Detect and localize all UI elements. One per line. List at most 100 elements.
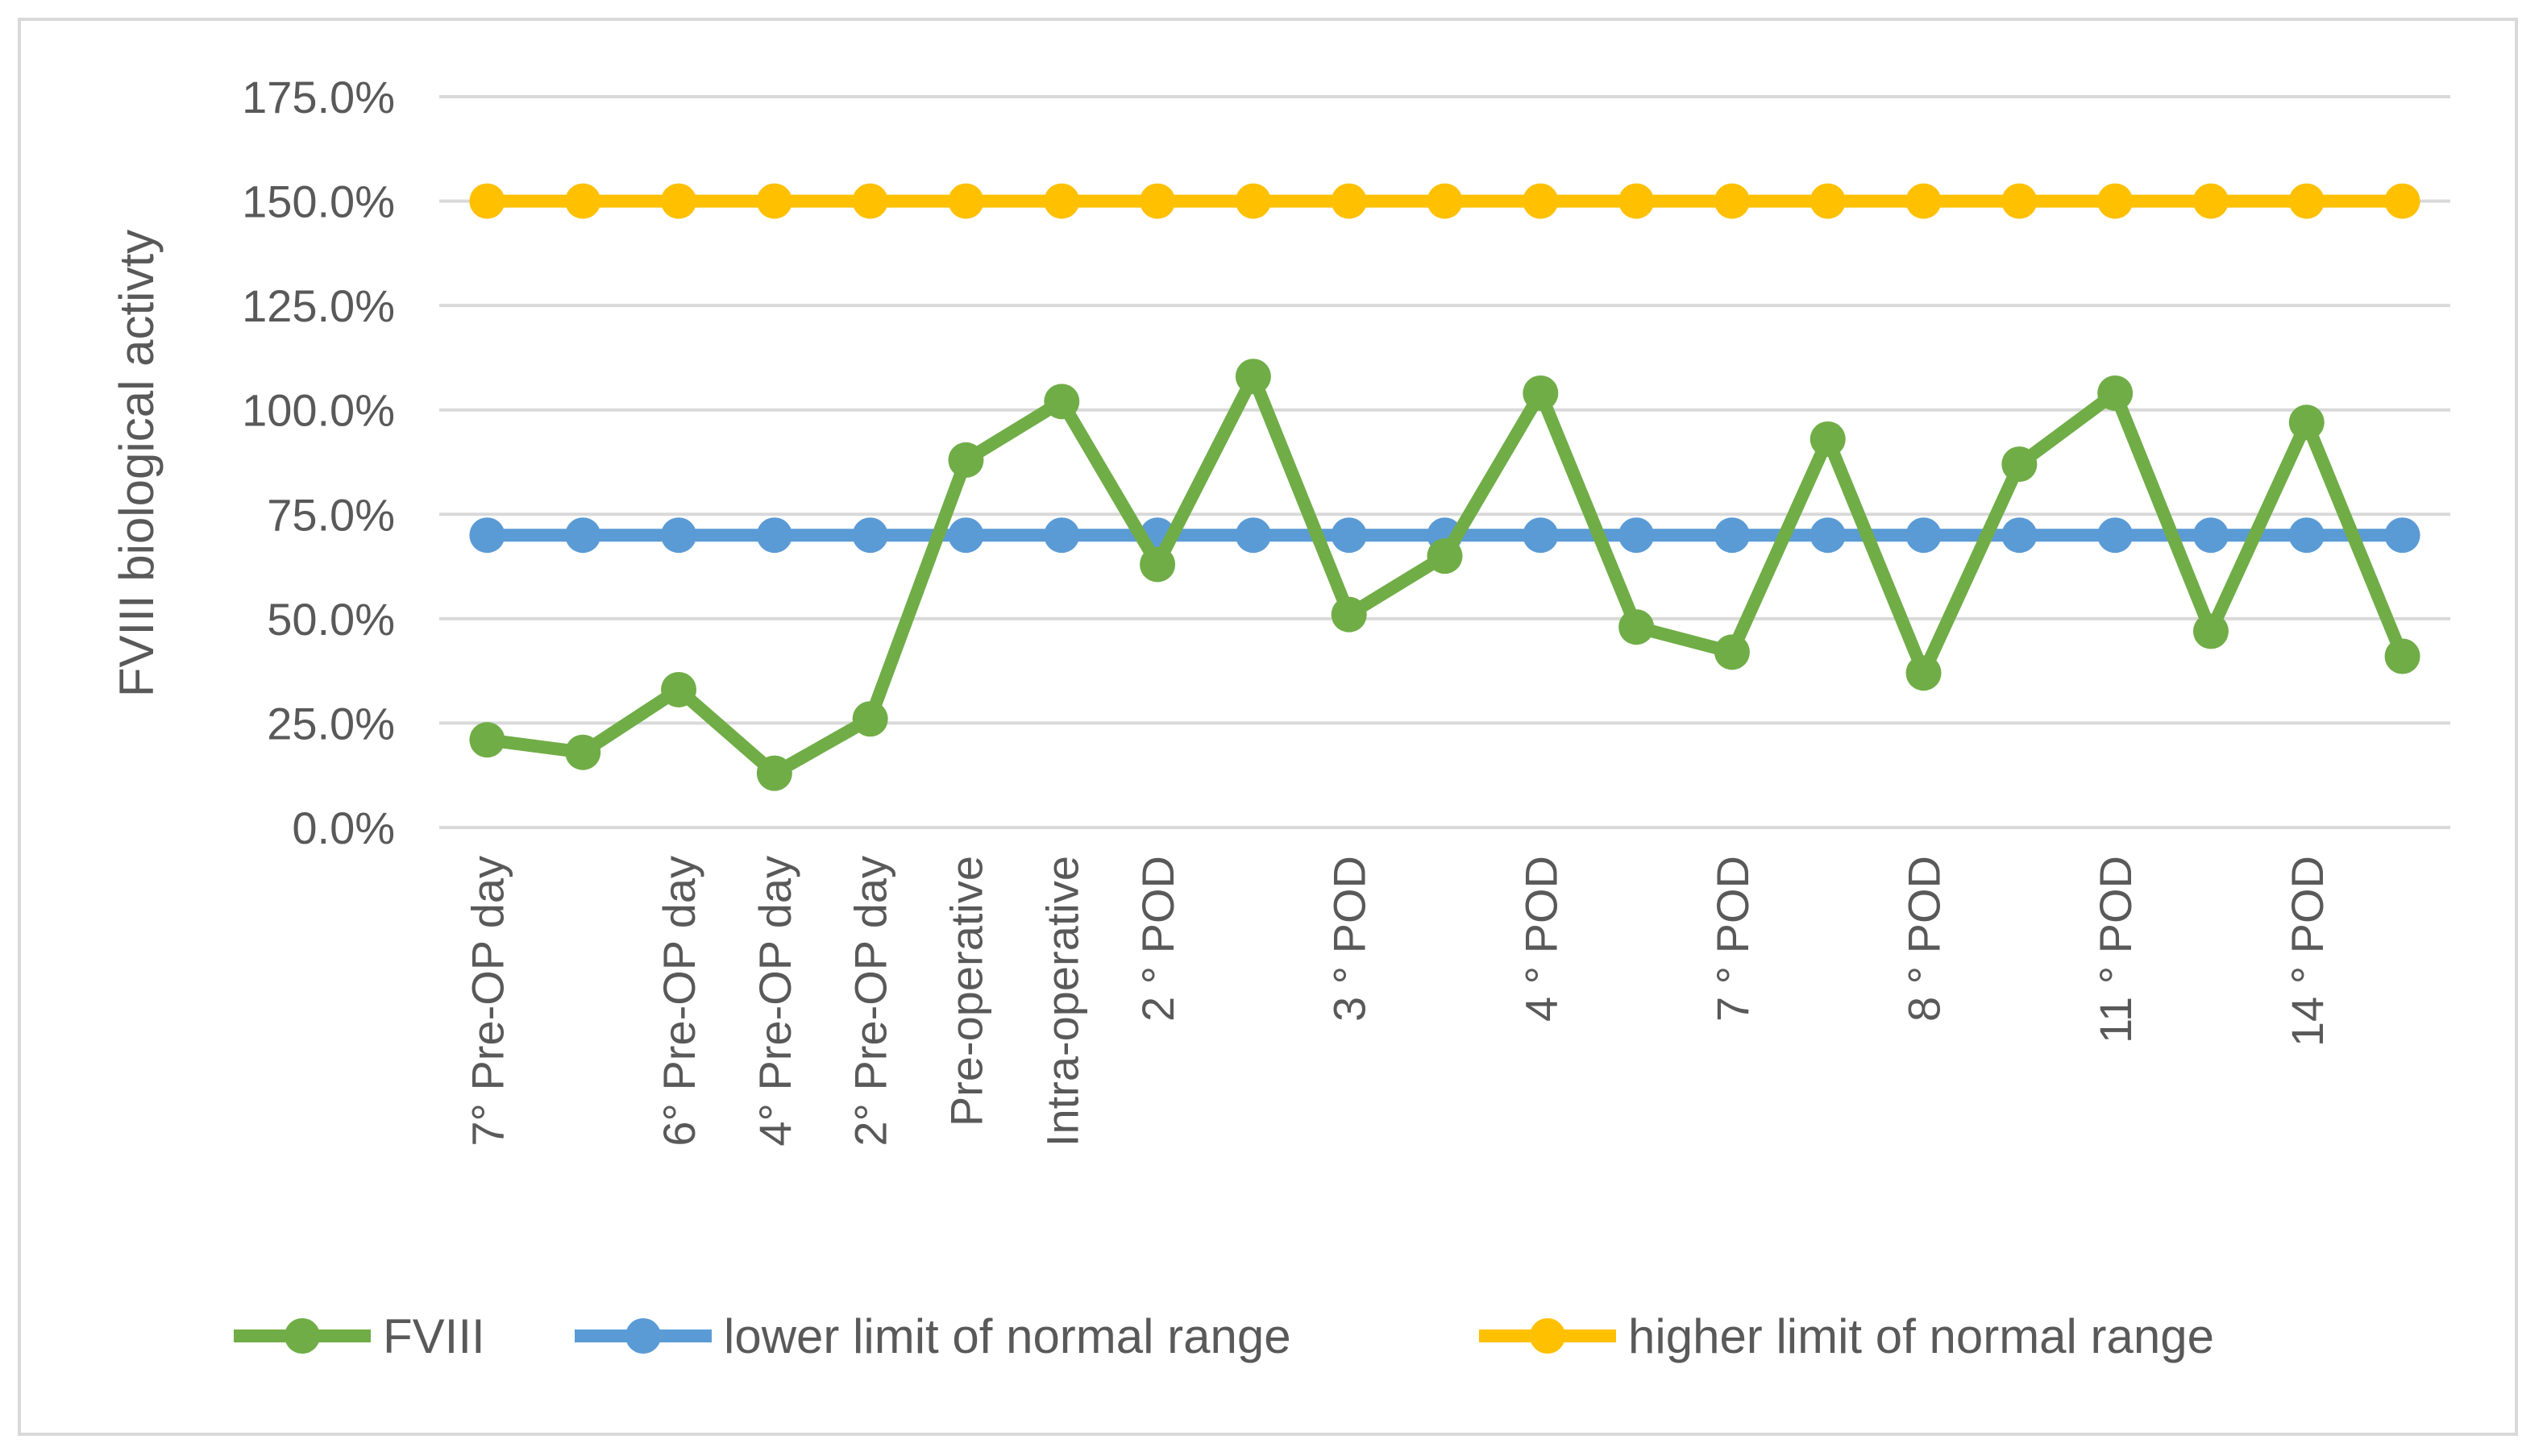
x-tick-label: 8 ° POD bbox=[1899, 856, 1950, 1022]
series-line bbox=[486, 370, 2408, 780]
x-tick-label: Pre-operative bbox=[941, 856, 991, 1126]
x-tick-label: 2° Pre-OP day bbox=[846, 856, 896, 1147]
data-point bbox=[1331, 517, 1367, 554]
legend-item-fviii: FVIII bbox=[234, 1309, 485, 1363]
data-point bbox=[2288, 517, 2325, 554]
data-point bbox=[1714, 517, 1750, 554]
legend-item-lower-limit-of-normal-range: lower limit of normal range bbox=[575, 1309, 1291, 1363]
legend-swatch-marker bbox=[625, 1318, 661, 1354]
data-point bbox=[2192, 613, 2229, 649]
data-point bbox=[661, 517, 697, 554]
data-point bbox=[852, 701, 888, 737]
y-tick-label: 100.0% bbox=[242, 385, 395, 436]
data-point bbox=[1140, 183, 1176, 219]
data-point bbox=[2097, 517, 2134, 554]
data-point bbox=[2001, 517, 2038, 554]
data-point bbox=[2384, 517, 2420, 554]
data-point bbox=[2097, 375, 2134, 411]
x-tick-label: 7° Pre-OP day bbox=[462, 856, 513, 1147]
data-point bbox=[948, 517, 984, 554]
legend-item-higher-limit-of-normal-range: higher limit of normal range bbox=[1479, 1309, 2214, 1363]
data-point bbox=[1905, 183, 1942, 219]
data-point bbox=[469, 517, 505, 554]
x-tick-label: 3 ° POD bbox=[1324, 856, 1375, 1022]
series-layer bbox=[469, 183, 2420, 791]
series-lower-limit-of-normal-range bbox=[469, 517, 2420, 554]
x-tick-label: 11 ° POD bbox=[2090, 856, 2141, 1043]
y-tick-label: 175.0% bbox=[242, 72, 395, 122]
data-point bbox=[1905, 517, 1942, 554]
y-tick-label: 150.0% bbox=[242, 176, 395, 227]
data-point bbox=[2001, 183, 2038, 219]
data-point bbox=[756, 755, 792, 791]
series-fviii bbox=[469, 359, 2420, 791]
data-point bbox=[1044, 517, 1080, 554]
data-point bbox=[2192, 183, 2229, 219]
x-tick-label: 14 ° POD bbox=[2282, 856, 2333, 1047]
x-tick-label: 4° Pre-OP day bbox=[750, 856, 800, 1147]
data-point bbox=[1809, 421, 1846, 457]
data-point bbox=[661, 671, 697, 707]
data-point bbox=[756, 517, 792, 554]
data-point bbox=[948, 183, 984, 219]
x-tick-label: 4 ° POD bbox=[1515, 856, 1566, 1022]
data-point bbox=[948, 442, 984, 478]
legend-swatch-marker bbox=[1530, 1318, 1565, 1354]
data-point bbox=[1809, 183, 1846, 219]
data-point bbox=[1714, 634, 1750, 670]
data-point bbox=[1235, 359, 1271, 395]
y-tick-label: 0.0% bbox=[292, 803, 395, 853]
data-point bbox=[661, 183, 697, 219]
data-point bbox=[565, 517, 601, 554]
data-point bbox=[1809, 517, 1846, 554]
legend-label: higher limit of normal range bbox=[1628, 1309, 2214, 1363]
data-point bbox=[1905, 655, 1942, 691]
data-point bbox=[1523, 517, 1559, 554]
data-point bbox=[2384, 638, 2420, 674]
x-tick-label: 2 ° POD bbox=[1132, 856, 1183, 1022]
y-tick-label: 25.0% bbox=[267, 698, 395, 749]
data-point bbox=[1331, 596, 1367, 633]
data-point bbox=[1427, 183, 1463, 219]
legend-swatch-marker bbox=[285, 1318, 320, 1354]
y-axis-ticks: 0.0% 25.0% 50.0% 75.0% 100.0% 125.0% 150.0% 175… bbox=[242, 72, 395, 853]
data-point bbox=[2288, 183, 2325, 219]
data-point bbox=[1427, 538, 1463, 575]
x-tick-label: Intra-operative bbox=[1037, 856, 1087, 1147]
legend-label: FVIII bbox=[383, 1309, 485, 1363]
data-point bbox=[469, 722, 505, 758]
data-point bbox=[2192, 517, 2229, 554]
data-point bbox=[565, 183, 601, 219]
data-point bbox=[1523, 375, 1559, 411]
x-axis-ticks: 7° Pre-OP day 6° Pre-OP day 4° Pre-OP day 2… bbox=[462, 856, 2332, 1147]
y-tick-label: 75.0% bbox=[267, 489, 395, 540]
legend: FVIII lower limit of normal range higher l… bbox=[234, 1309, 2214, 1363]
data-point bbox=[1523, 183, 1559, 219]
series-higher-limit-of-normal-range bbox=[469, 183, 2420, 219]
data-point bbox=[469, 183, 505, 219]
data-point bbox=[1618, 183, 1655, 219]
data-point bbox=[2001, 446, 2038, 483]
data-point bbox=[2288, 404, 2325, 441]
y-tick-label: 50.0% bbox=[267, 594, 395, 645]
x-tick-label: 7 ° POD bbox=[1707, 856, 1758, 1022]
data-point bbox=[2097, 183, 2134, 219]
data-point bbox=[1714, 183, 1750, 219]
data-point bbox=[1331, 183, 1367, 219]
data-point bbox=[1618, 517, 1655, 554]
data-point bbox=[1140, 546, 1176, 583]
legend-label: lower limit of normal range bbox=[724, 1309, 1291, 1363]
data-point bbox=[1235, 517, 1271, 554]
data-point bbox=[756, 183, 792, 219]
data-point bbox=[1235, 183, 1271, 219]
data-point bbox=[852, 183, 888, 219]
x-tick-label: 6° Pre-OP day bbox=[654, 856, 704, 1147]
data-point bbox=[1044, 384, 1080, 420]
chart-frame bbox=[18, 18, 2518, 1436]
y-axis-title: FVIII biological activty bbox=[110, 230, 164, 697]
data-point bbox=[852, 517, 888, 554]
data-point bbox=[565, 734, 601, 770]
data-point bbox=[2384, 183, 2420, 219]
data-point bbox=[1618, 609, 1655, 645]
